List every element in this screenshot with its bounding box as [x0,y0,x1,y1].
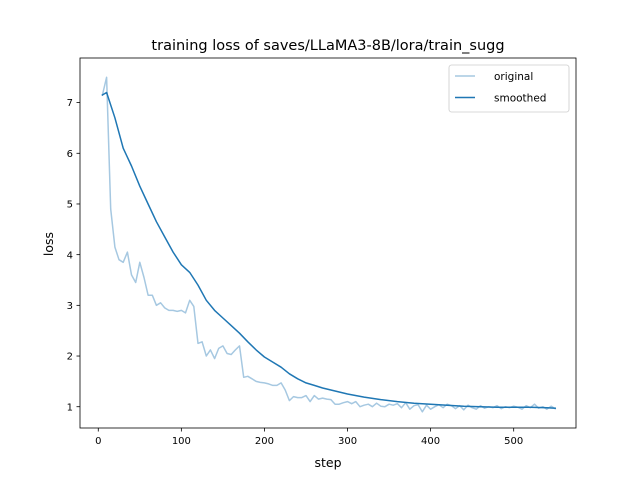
y-tick-label: 7 [67,98,73,109]
x-tick-label: 0 [95,436,101,447]
legend: original smoothed [448,64,570,113]
chart-title: training loss of saves/LLaMA3-8B/lora/tr… [151,38,504,54]
y-tick-label: 3 [67,301,73,312]
y-tick-label: 1 [67,402,73,413]
x-axis-label: step [314,455,341,470]
y-tick-label: 4 [67,250,73,261]
x-tick-label: 300 [338,436,357,447]
series-line-smoothed [101,91,556,409]
legend-label-original: original [494,71,533,83]
y-tick-label: 2 [67,352,73,363]
x-tick-label: 500 [504,436,523,447]
x-tick-label: 200 [255,436,274,447]
y-axis-label: loss [41,232,56,256]
y-tick-label: 6 [67,149,73,160]
plot-frame [79,57,577,429]
y-tick-label: 5 [67,200,73,211]
x-tick-label: 100 [172,436,191,447]
legend-label-smoothed: smoothed [494,93,546,105]
x-tick-label: 400 [421,436,440,447]
axes-layer: 0 100 200 300 400 500 1 2 3 4 5 6 7 [67,57,577,447]
series-layer [101,76,557,413]
legend-box [448,64,570,113]
